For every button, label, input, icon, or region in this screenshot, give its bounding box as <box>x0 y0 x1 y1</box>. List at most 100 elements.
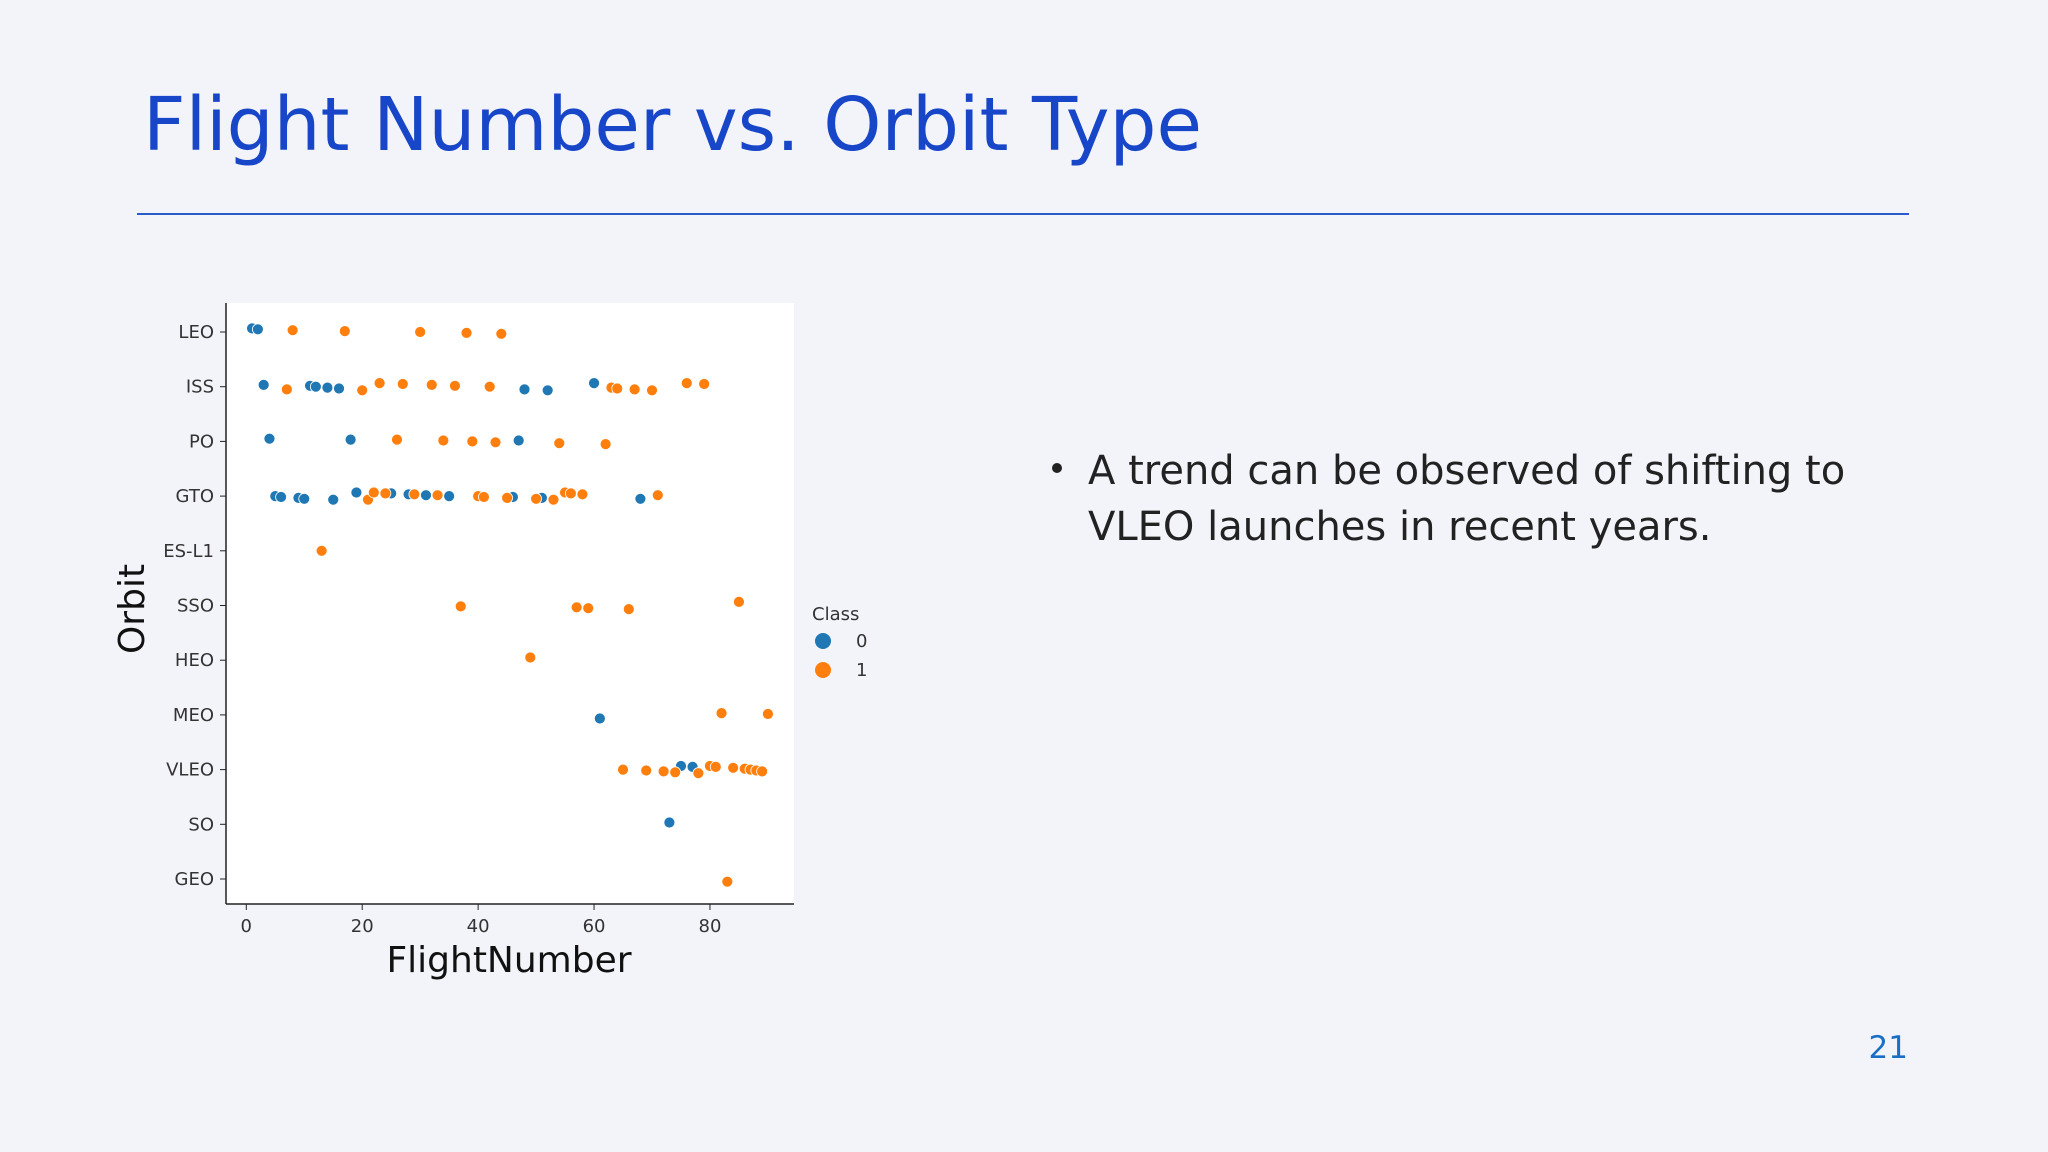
y-tick-label: GEO <box>175 869 215 890</box>
legend-marker <box>815 633 831 649</box>
point <box>327 493 340 506</box>
point <box>443 490 456 503</box>
point <box>582 602 595 615</box>
point <box>449 379 461 392</box>
point <box>564 487 577 500</box>
point <box>478 491 490 503</box>
point <box>622 603 635 615</box>
point <box>315 544 328 557</box>
point <box>338 325 351 338</box>
point <box>762 708 774 720</box>
point <box>431 489 444 502</box>
legend-title: Class <box>812 604 859 625</box>
x-tick-label: 40 <box>467 916 490 937</box>
x-tick-label: 60 <box>583 916 606 937</box>
bullet-text: A trend can be observed of shifting to VL… <box>1088 448 1845 550</box>
y-tick-label: ES-L1 <box>163 541 214 562</box>
point <box>460 326 473 339</box>
point <box>489 436 502 449</box>
point <box>640 764 653 777</box>
point <box>733 596 745 608</box>
point <box>698 378 711 390</box>
chart: 0 20 40 60 80 LEO ISS PO GTO ES-L1 SSO HEO MEO VLEO SO… <box>163 322 867 937</box>
legend-label: 1 <box>856 660 867 681</box>
point <box>495 327 508 340</box>
point <box>611 382 624 395</box>
point <box>391 433 403 446</box>
y-tick-label: PO <box>189 431 214 452</box>
y-tick-label: HEO <box>175 650 214 671</box>
point <box>530 492 542 505</box>
point <box>570 601 583 614</box>
point <box>257 378 270 391</box>
point <box>414 326 427 338</box>
point <box>547 493 560 506</box>
point <box>756 765 769 778</box>
y-tick-label: LEO <box>178 322 214 343</box>
point <box>379 487 392 500</box>
y-tick-label: MEO <box>173 705 214 726</box>
point <box>663 816 676 829</box>
point <box>727 761 740 774</box>
point <box>350 486 363 499</box>
y-axis-label: Orbit <box>112 564 153 654</box>
point <box>425 378 438 391</box>
point <box>646 384 658 397</box>
y-tick-label: SO <box>188 814 214 835</box>
point <box>715 707 728 719</box>
y-tick-label: VLEO <box>166 760 214 781</box>
point <box>651 489 664 502</box>
point <box>420 489 432 502</box>
bullet-dot <box>1052 463 1062 473</box>
point <box>617 763 629 776</box>
point <box>669 766 682 779</box>
x-axis-label: FlightNumber <box>386 940 631 981</box>
point <box>321 381 334 394</box>
legend-label: 0 <box>856 631 867 652</box>
point <box>454 600 467 613</box>
point <box>576 488 589 501</box>
point <box>344 433 357 446</box>
legend-marker <box>815 662 831 678</box>
point <box>483 380 496 393</box>
point <box>275 491 287 503</box>
point <box>367 486 380 499</box>
x-tick-label: 0 <box>241 916 252 937</box>
point <box>541 384 554 397</box>
point <box>512 434 525 447</box>
page-number: 21 <box>1869 1030 1908 1066</box>
point <box>634 492 647 505</box>
point <box>298 492 311 505</box>
point <box>396 378 409 390</box>
point <box>309 380 322 393</box>
point <box>593 712 606 725</box>
point <box>524 651 537 664</box>
y-tick-label: ISS <box>186 377 214 398</box>
point <box>280 383 293 396</box>
point <box>680 377 693 390</box>
point <box>408 488 421 501</box>
point <box>333 382 345 395</box>
point <box>692 767 705 780</box>
point <box>657 765 670 778</box>
point <box>251 323 264 336</box>
point <box>553 437 566 450</box>
point <box>518 383 531 396</box>
plot-area <box>226 303 794 904</box>
point <box>286 324 299 337</box>
x-tick-label: 20 <box>351 916 374 937</box>
point <box>599 438 612 451</box>
point <box>263 432 276 445</box>
point <box>709 761 722 773</box>
point <box>373 377 386 390</box>
point <box>437 434 450 447</box>
y-tick-label: SSO <box>177 596 214 617</box>
x-tick-label: 80 <box>699 916 722 937</box>
point <box>721 875 734 888</box>
point <box>628 383 641 396</box>
point <box>501 491 514 504</box>
point <box>356 384 369 397</box>
point <box>588 377 600 390</box>
